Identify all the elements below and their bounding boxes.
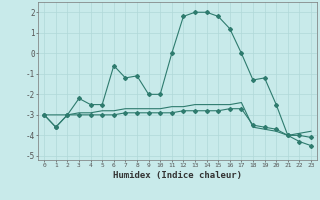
- X-axis label: Humidex (Indice chaleur): Humidex (Indice chaleur): [113, 171, 242, 180]
